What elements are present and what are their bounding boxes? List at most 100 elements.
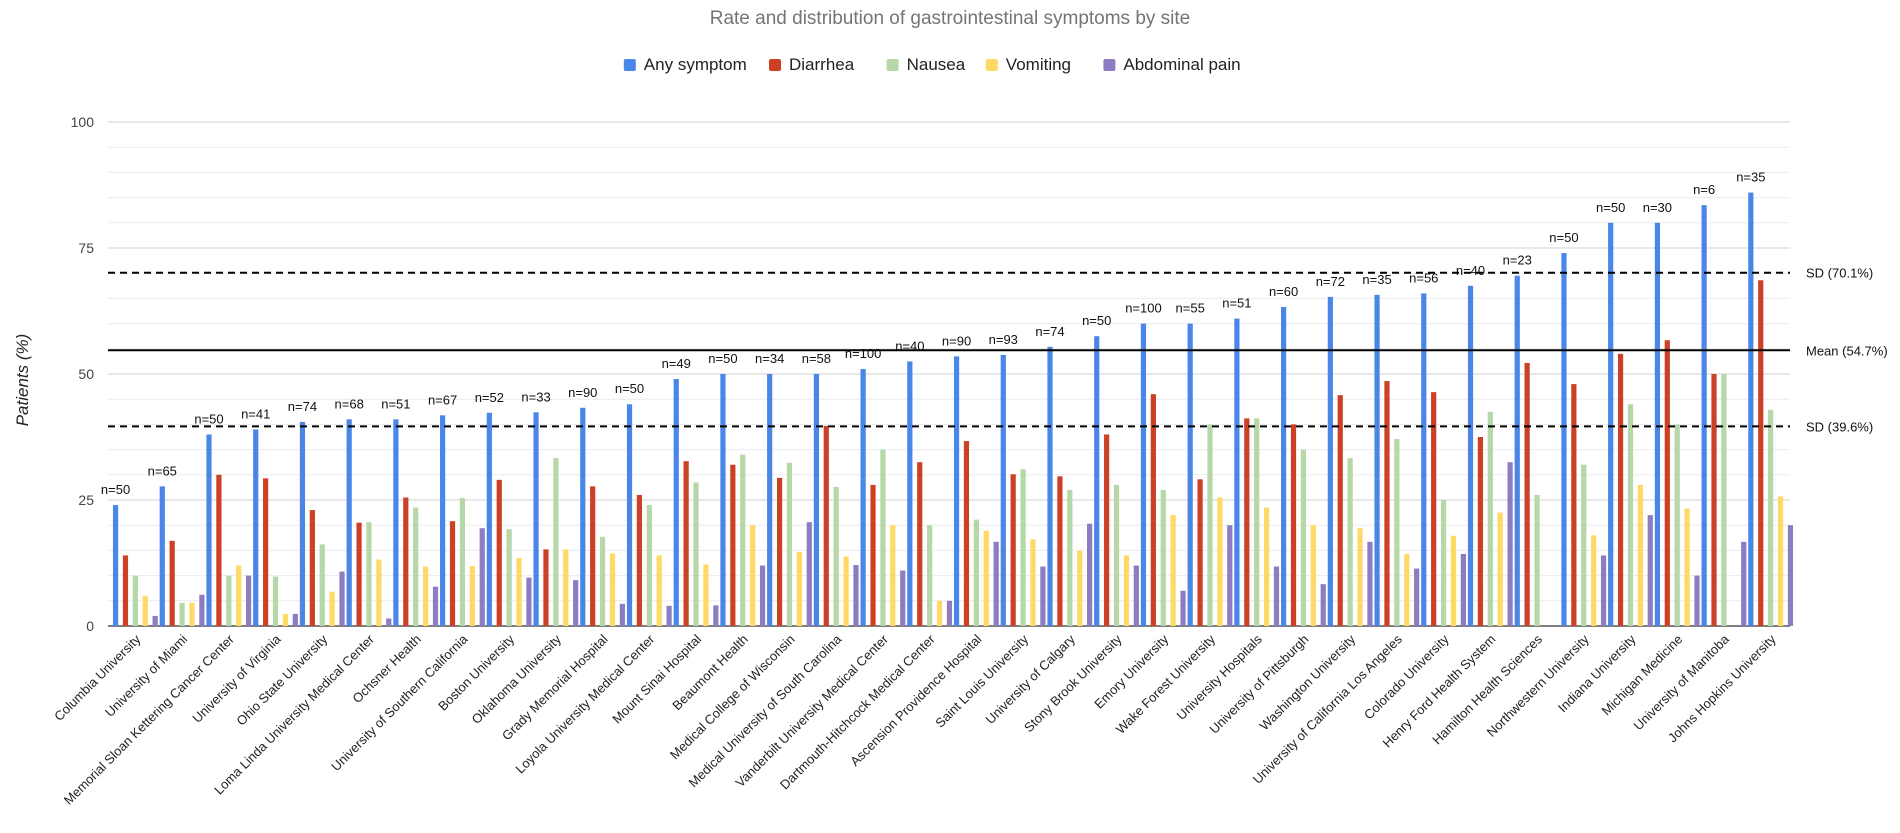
bar (599, 536, 606, 626)
bar (533, 412, 539, 626)
bar (449, 521, 456, 626)
bar (199, 594, 205, 626)
bar (1440, 500, 1447, 626)
bar (1170, 515, 1176, 626)
bar (1711, 374, 1717, 626)
bar (469, 566, 475, 626)
legend-label: Any symptom (644, 55, 747, 74)
bar (1347, 458, 1353, 626)
bar (282, 613, 289, 626)
bar (1320, 584, 1326, 626)
y-tick-label: 25 (78, 492, 94, 508)
bar (1374, 294, 1380, 626)
legend-swatch (1103, 59, 1116, 71)
n-label: n=52 (475, 390, 504, 405)
bar (1617, 353, 1624, 626)
n-label: n=35 (1362, 272, 1391, 287)
bar (946, 600, 953, 626)
n-label: n=50 (615, 381, 644, 396)
bar (413, 507, 419, 626)
bar (309, 510, 315, 626)
bar (1608, 222, 1614, 627)
bar (973, 519, 979, 626)
bar (636, 494, 643, 626)
bar (1113, 484, 1120, 626)
bar (1627, 404, 1634, 626)
bar (890, 525, 896, 626)
reference-lines: SD (70.1%) Mean (54.7%) SD (39.6%) (108, 266, 1888, 434)
n-label: n=90 (942, 333, 971, 348)
gridlines (108, 121, 1790, 627)
bar (1421, 293, 1427, 626)
bar (880, 449, 886, 626)
bar (553, 458, 559, 626)
bar (759, 565, 766, 626)
bar (1497, 512, 1503, 626)
bar (1067, 489, 1073, 626)
bar (206, 434, 212, 626)
bar (1674, 424, 1680, 626)
bar (403, 497, 409, 626)
n-label: n=60 (1269, 284, 1298, 299)
bar (1748, 192, 1754, 626)
bar (1310, 525, 1316, 626)
bar (253, 429, 259, 626)
bar (963, 441, 970, 626)
bar (1637, 484, 1643, 626)
bar (292, 613, 298, 626)
n-label: n=100 (845, 346, 882, 361)
bar (927, 525, 933, 626)
n-label: n=50 (1549, 230, 1578, 245)
y-axis-ticks: 0 25 50 75 100 (71, 114, 95, 634)
bar (1047, 346, 1053, 626)
x-tick-label: University Hospitals (1173, 631, 1265, 723)
bar (1187, 323, 1193, 626)
bar (693, 482, 699, 626)
x-tick-label: Oklahoma University (469, 631, 565, 727)
n-label: n=93 (989, 332, 1018, 347)
bar (786, 462, 793, 626)
legend-swatch (985, 59, 998, 71)
y-tick-label: 100 (71, 114, 95, 130)
legend-swatch (769, 59, 781, 71)
n-label: n=50 (1082, 313, 1111, 328)
bar (1384, 381, 1390, 626)
legend-swatch (886, 59, 899, 71)
x-tick-label: University of Virginia (189, 631, 284, 726)
bar (1133, 565, 1139, 626)
bar (1207, 424, 1213, 626)
bar (656, 555, 662, 626)
bar (122, 555, 129, 626)
bar (1404, 553, 1410, 626)
bar (917, 462, 923, 626)
x-tick-label: Ohio State University (233, 631, 330, 728)
bar (1357, 528, 1363, 626)
bar (936, 600, 943, 626)
bar (1561, 253, 1567, 627)
bar (1701, 205, 1707, 626)
bar (226, 575, 232, 626)
legend-label: Vomiting (1006, 55, 1071, 74)
bar (319, 544, 325, 626)
bar (983, 530, 989, 626)
bar (299, 421, 306, 626)
bar (142, 595, 148, 626)
bar (870, 484, 876, 626)
bar (1684, 508, 1690, 626)
bar (339, 571, 345, 626)
bar (346, 419, 352, 626)
x-tick-label: Mount Sinai Hospital (609, 631, 704, 726)
bar (1654, 222, 1660, 627)
bar (823, 425, 829, 626)
n-label: n=72 (1316, 274, 1345, 289)
bar (1180, 590, 1186, 626)
bar (1030, 539, 1036, 626)
bar (1010, 474, 1016, 626)
bar (1077, 550, 1083, 626)
bar (152, 615, 158, 626)
n-label: n=49 (662, 356, 691, 371)
n-label: n=40 (1456, 263, 1485, 278)
bar (1721, 374, 1727, 626)
n-label: n=6 (1693, 182, 1715, 197)
